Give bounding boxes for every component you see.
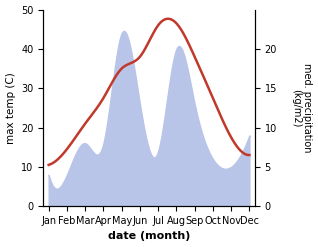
Y-axis label: max temp (C): max temp (C) (5, 72, 16, 144)
X-axis label: date (month): date (month) (108, 231, 190, 242)
Y-axis label: med. precipitation
(kg/m2): med. precipitation (kg/m2) (291, 63, 313, 153)
